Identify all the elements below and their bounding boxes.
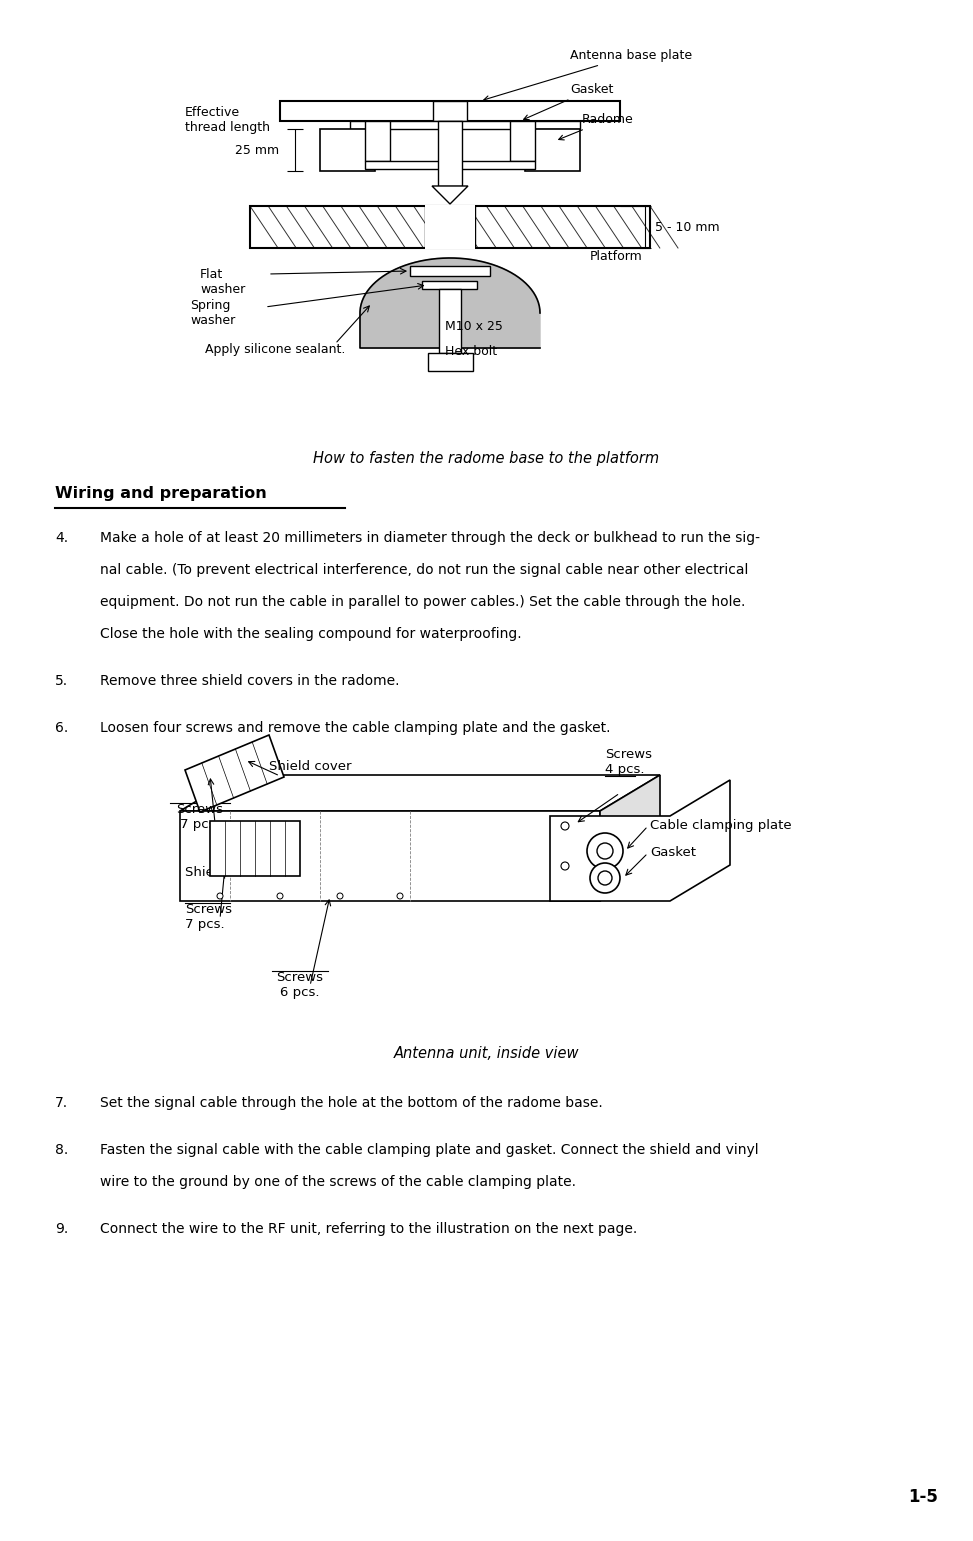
Bar xyxy=(365,122,390,160)
Polygon shape xyxy=(432,186,468,203)
Text: Cable clamping plate: Cable clamping plate xyxy=(650,820,792,832)
Bar xyxy=(365,160,535,170)
Polygon shape xyxy=(210,821,300,875)
Bar xyxy=(410,267,490,276)
Text: Wiring and preparation: Wiring and preparation xyxy=(55,485,267,501)
Text: Fasten the signal cable with the cable clamping plate and gasket. Connect the sh: Fasten the signal cable with the cable c… xyxy=(100,1143,759,1157)
Circle shape xyxy=(277,892,283,898)
Text: 5 - 10 mm: 5 - 10 mm xyxy=(655,220,720,234)
Circle shape xyxy=(561,861,569,871)
Text: 25 mm: 25 mm xyxy=(235,143,279,157)
Bar xyxy=(438,122,462,186)
Text: 7.: 7. xyxy=(55,1096,68,1110)
Text: How to fasten the radome base to the platform: How to fasten the radome base to the pla… xyxy=(313,452,660,465)
Bar xyxy=(350,122,580,129)
Polygon shape xyxy=(185,735,284,812)
Text: Antenna base plate: Antenna base plate xyxy=(484,49,692,100)
Bar xyxy=(250,206,650,248)
Text: 9.: 9. xyxy=(55,1222,68,1236)
Text: nal cable. (To prevent electrical interference, do not run the signal cable near: nal cable. (To prevent electrical interf… xyxy=(100,562,748,576)
Polygon shape xyxy=(360,257,540,348)
Text: Platform: Platform xyxy=(590,250,643,264)
Polygon shape xyxy=(180,775,660,811)
Circle shape xyxy=(561,821,569,831)
Text: 5.: 5. xyxy=(55,673,68,687)
Text: Shield cover: Shield cover xyxy=(269,760,351,774)
Circle shape xyxy=(598,871,612,885)
Polygon shape xyxy=(180,811,600,901)
Bar xyxy=(433,102,467,122)
Text: 8.: 8. xyxy=(55,1143,68,1157)
Bar xyxy=(320,129,375,171)
Text: M10 x 25: M10 x 25 xyxy=(445,321,503,333)
Circle shape xyxy=(597,843,613,858)
Text: Flat
washer: Flat washer xyxy=(200,268,245,296)
Bar xyxy=(425,205,475,250)
Text: 6.: 6. xyxy=(55,721,68,735)
Bar xyxy=(510,122,535,160)
Circle shape xyxy=(587,834,623,869)
Text: Effective
thread length: Effective thread length xyxy=(185,106,270,134)
Circle shape xyxy=(337,892,343,898)
Text: Remove three shield covers in the radome.: Remove three shield covers in the radome… xyxy=(100,673,400,687)
Text: 1-5: 1-5 xyxy=(908,1489,938,1506)
Bar xyxy=(525,129,580,171)
Text: Make a hole of at least 20 millimeters in diameter through the deck or bulkhead : Make a hole of at least 20 millimeters i… xyxy=(100,532,760,546)
Text: equipment. Do not run the cable in parallel to power cables.) Set the cable thro: equipment. Do not run the cable in paral… xyxy=(100,595,745,609)
Text: Spring
washer: Spring washer xyxy=(190,299,235,327)
Text: Screws
6 pcs.: Screws 6 pcs. xyxy=(276,971,323,999)
Circle shape xyxy=(397,892,403,898)
Text: Hex bolt: Hex bolt xyxy=(445,345,497,358)
Circle shape xyxy=(590,863,620,892)
Text: Set the signal cable through the hole at the bottom of the radome base.: Set the signal cable through the hole at… xyxy=(100,1096,602,1110)
Bar xyxy=(427,353,473,371)
Text: 4.: 4. xyxy=(55,532,68,546)
Text: Loosen four screws and remove the cable clamping plate and the gasket.: Loosen four screws and remove the cable … xyxy=(100,721,610,735)
Bar xyxy=(422,280,478,290)
Text: Apply silicone sealant.: Apply silicone sealant. xyxy=(205,344,345,356)
Text: Close the hole with the sealing compound for waterproofing.: Close the hole with the sealing compound… xyxy=(100,627,522,641)
Text: Radome: Radome xyxy=(559,112,633,140)
Text: Connect the wire to the RF unit, referring to the illustration on the next page.: Connect the wire to the RF unit, referri… xyxy=(100,1222,637,1236)
Bar xyxy=(439,290,461,353)
Text: Screws
7 pcs.: Screws 7 pcs. xyxy=(185,903,232,931)
Text: Antenna unit, inside view: Antenna unit, inside view xyxy=(394,1046,579,1062)
Text: Screws
7 pcs.: Screws 7 pcs. xyxy=(176,803,224,831)
Text: Gasket: Gasket xyxy=(650,846,696,860)
Polygon shape xyxy=(550,780,730,901)
Text: Shield cover: Shield cover xyxy=(185,866,268,878)
Text: Screws
4 pcs.: Screws 4 pcs. xyxy=(605,747,652,777)
Circle shape xyxy=(217,892,223,898)
Text: Gasket: Gasket xyxy=(523,83,613,120)
Text: wire to the ground by one of the screws of the cable clamping plate.: wire to the ground by one of the screws … xyxy=(100,1174,576,1190)
Bar xyxy=(280,102,620,122)
Polygon shape xyxy=(600,775,660,901)
